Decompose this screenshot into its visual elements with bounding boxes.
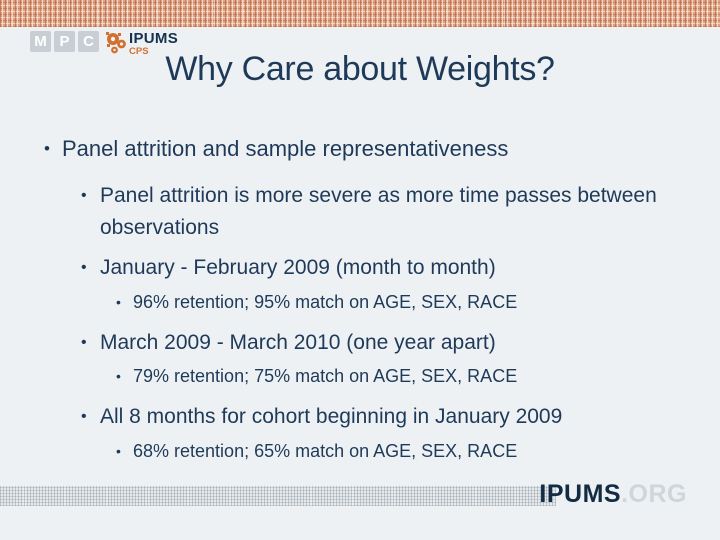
bullet-text: All 8 months for cohort beginning in Jan…	[100, 405, 563, 428]
ipums-wordmark: IPUMS CPS	[129, 31, 178, 57]
bullet-icon: •	[81, 259, 87, 276]
bullet-text: 68% retention; 65% match on AGE, SEX, RA…	[133, 441, 518, 461]
ipums-cps-label: CPS	[129, 46, 149, 57]
top-border-texture	[0, 0, 720, 27]
bullet-icon: •	[44, 139, 50, 158]
ipums-org-logo: IPUMS.ORG	[539, 481, 687, 507]
gears-icon	[106, 32, 126, 54]
bullet-icon: •	[81, 334, 87, 351]
bullet-icon: •	[81, 187, 87, 204]
bullet-icon: •	[116, 443, 121, 459]
bullet-text: 79% retention; 75% match on AGE, SEX, RA…	[133, 366, 518, 386]
bullet-item: • March 2009 - March 2010 (one year apar…	[81, 327, 496, 359]
bullet-text: Panel attrition is more severe as more t…	[100, 184, 657, 239]
bullet-item: • January - February 2009 (month to mont…	[81, 252, 496, 284]
footer-brand-suffix: .ORG	[621, 480, 687, 508]
page-title: Why Care about Weights?	[165, 50, 555, 88]
footer-brand-label: IPUMS	[539, 480, 622, 508]
bullet-text: 96% retention; 95% match on AGE, SEX, RA…	[133, 292, 518, 312]
mpc-letter-p: P	[54, 31, 75, 52]
header-logos: M P C IPUMS CPS	[30, 31, 178, 57]
bullet-item: • Panel attrition is more severe as more…	[81, 180, 695, 244]
mpc-letter-c: C	[78, 31, 99, 52]
bullet-icon: •	[116, 368, 121, 384]
bullet-item: • Panel attrition and sample representat…	[44, 134, 508, 164]
mpc-letter-m: M	[30, 31, 51, 52]
bullet-text: March 2009 - March 2010 (one year apart)	[100, 331, 496, 354]
ipums-name-label: IPUMS	[129, 30, 179, 47]
ipums-cps-logo: IPUMS CPS	[105, 31, 178, 57]
bullet-icon: •	[81, 408, 87, 425]
bullet-item: • 68% retention; 65% match on AGE, SEX, …	[116, 439, 517, 464]
mpc-logo: M P C	[30, 31, 99, 52]
footer-texture	[0, 486, 556, 506]
bullet-item: • All 8 months for cohort beginning in J…	[81, 401, 562, 433]
bullet-text: Panel attrition and sample representativ…	[62, 136, 509, 161]
bullet-item: • 79% retention; 75% match on AGE, SEX, …	[116, 364, 517, 389]
bullet-icon: •	[116, 294, 121, 310]
bullet-text: January - February 2009 (month to month)	[100, 256, 496, 279]
bullet-item: • 96% retention; 95% match on AGE, SEX, …	[116, 290, 517, 315]
